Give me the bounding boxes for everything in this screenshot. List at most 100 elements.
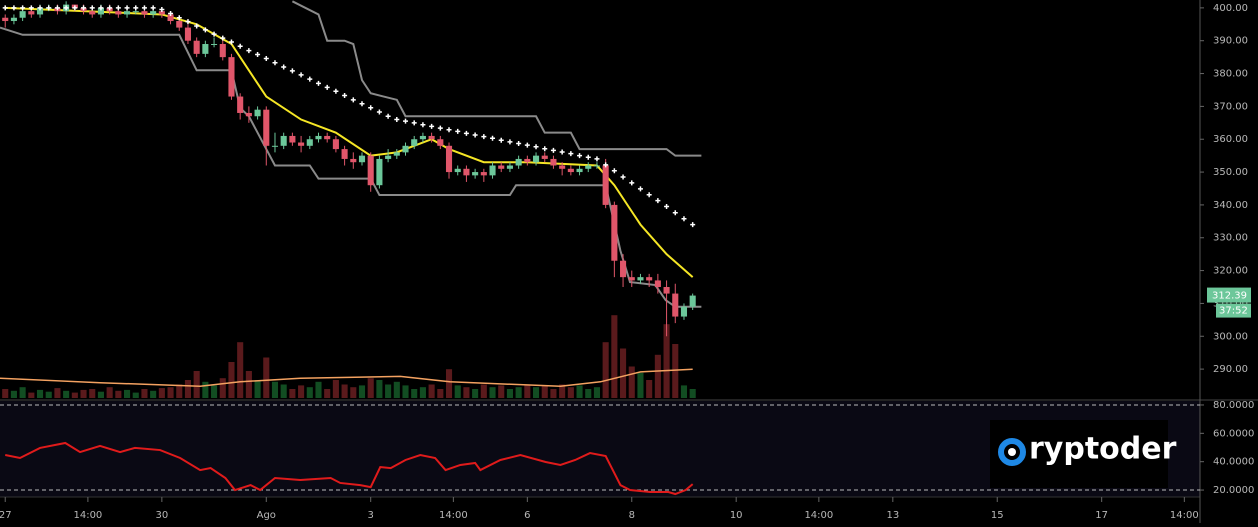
y-tick-label: 60.0000 xyxy=(1213,428,1254,439)
candle-body xyxy=(124,11,131,15)
volume-bar xyxy=(237,342,244,398)
volume-bar xyxy=(646,380,653,398)
indicator-cross xyxy=(629,180,635,186)
y-tick-label: 370.00 xyxy=(1213,101,1248,112)
y-tick-label: 340.00 xyxy=(1213,200,1248,211)
candle-body xyxy=(306,139,313,146)
x-tick-label: 14:00 xyxy=(439,510,468,521)
candle-body xyxy=(376,158,383,186)
volume-bar xyxy=(2,389,9,398)
indicator-cross xyxy=(368,105,374,111)
candle-body xyxy=(2,17,9,22)
x-tick-label: 14:00 xyxy=(804,510,833,521)
indicator-cross xyxy=(498,137,504,143)
volume-bar xyxy=(689,389,696,398)
indicator-cross xyxy=(437,125,443,131)
x-tick-label: 15 xyxy=(991,510,1004,521)
volume-bar xyxy=(637,372,644,398)
indicator-cross xyxy=(150,5,156,11)
y-tick-label: 40.0000 xyxy=(1213,457,1254,468)
y-tick-label: 350.00 xyxy=(1213,167,1248,178)
candle-body xyxy=(332,139,339,150)
volume-bar xyxy=(176,384,183,398)
indicator-cross xyxy=(559,149,565,155)
volume-bar xyxy=(559,384,566,398)
x-tick-label: 8 xyxy=(629,510,635,521)
candle-body xyxy=(541,155,548,159)
y-tick-label: 330.00 xyxy=(1213,233,1248,244)
volume-bar xyxy=(315,381,322,398)
candle-body xyxy=(350,158,357,163)
indicator-cross xyxy=(542,146,548,152)
candle-body xyxy=(515,158,522,166)
candle-body xyxy=(532,155,540,163)
indicator-cross xyxy=(620,174,626,180)
volume-bar xyxy=(19,387,26,398)
volume-bar xyxy=(419,387,426,398)
indicator-cross xyxy=(281,64,287,70)
candle-body xyxy=(428,135,435,140)
oscillator-line xyxy=(5,441,694,496)
volume-bar xyxy=(10,390,17,398)
volume-bar xyxy=(654,354,661,398)
volume-bar xyxy=(298,385,305,398)
volume-bar xyxy=(550,389,557,398)
watermark-box xyxy=(990,420,1168,488)
candle-body xyxy=(193,40,200,54)
indicator-cross xyxy=(107,5,113,11)
volume-bar xyxy=(411,389,418,398)
candle-body xyxy=(611,204,618,261)
candle-body xyxy=(550,158,557,166)
volume-bar xyxy=(97,391,104,398)
last-price-label: 312.39 xyxy=(1212,291,1247,302)
candle-body xyxy=(358,155,366,163)
indicator-cross xyxy=(211,31,217,37)
y-tick-label: 320.00 xyxy=(1213,266,1248,277)
candle-body xyxy=(211,44,218,46)
indicator-cross xyxy=(646,192,652,198)
indicator-cross xyxy=(63,5,69,11)
candle-body xyxy=(367,155,374,186)
volume-bar xyxy=(193,371,200,398)
volume-bar xyxy=(254,380,261,398)
indicator-cross xyxy=(28,5,34,11)
volume-bar xyxy=(167,387,174,398)
indicator-cross xyxy=(481,134,487,140)
volume-bar xyxy=(132,392,139,398)
volume-bar xyxy=(324,389,331,398)
countdown-label: 37:52 xyxy=(1219,306,1248,317)
indicator-cross xyxy=(490,135,496,141)
indicator-cross xyxy=(298,72,304,78)
candle-body xyxy=(480,172,487,176)
indicator-cross xyxy=(655,198,661,204)
candle-body xyxy=(663,287,670,294)
axes: 290.00300.00310.00320.00330.00340.00350.… xyxy=(0,3,1254,521)
volume-bar xyxy=(115,390,122,398)
volume-bar xyxy=(158,388,165,398)
indicator-cross xyxy=(220,35,226,41)
candle-body xyxy=(202,44,209,54)
volume-bar xyxy=(141,389,148,398)
candle-body xyxy=(167,14,174,22)
indicator-cross xyxy=(507,139,513,145)
y-tick-label: 20.0000 xyxy=(1213,485,1254,496)
indicator-cross xyxy=(37,5,43,11)
x-tick-label: 10 xyxy=(730,510,743,521)
volume-bar xyxy=(437,389,444,398)
candle-body xyxy=(602,165,609,205)
volume-bar xyxy=(567,387,574,398)
candle-body xyxy=(132,11,139,13)
indicator-cross xyxy=(46,5,52,11)
indicator-cross xyxy=(681,216,687,222)
indicator-cross xyxy=(446,127,452,133)
volume-bar xyxy=(341,384,348,398)
indicator-cross xyxy=(246,48,252,54)
candle-body xyxy=(593,165,600,167)
indicator-cross xyxy=(272,60,278,66)
volume-bar xyxy=(672,344,679,398)
volume-bar xyxy=(71,392,78,398)
indicator-cross xyxy=(350,97,356,103)
indicator-cross xyxy=(664,204,670,210)
